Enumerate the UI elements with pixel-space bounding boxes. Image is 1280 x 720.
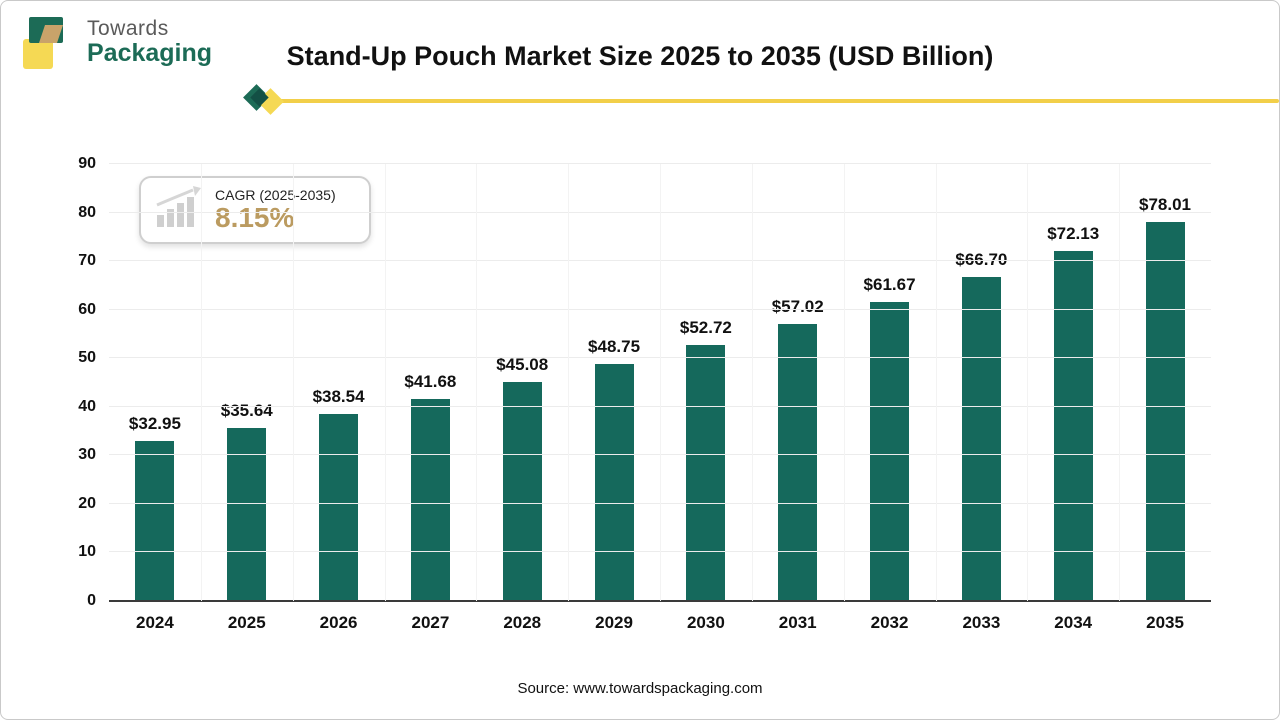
bar [319, 413, 359, 601]
bar [686, 345, 726, 601]
bar [961, 277, 1001, 601]
bar-value-label: $72.13 [1047, 223, 1100, 243]
bar-value-label: $41.68 [404, 371, 457, 391]
bar [870, 301, 910, 601]
x-axis-baseline [109, 600, 1211, 602]
bar-value-label: $61.67 [863, 274, 916, 294]
chart-title: Stand-Up Pouch Market Size 2025 to 2035 … [286, 41, 994, 71]
x-tick-label: 2026 [319, 613, 358, 632]
bar-value-label: $35.64 [220, 400, 273, 420]
x-tick-label: 2034 [1054, 613, 1093, 632]
bar-slot: $32.95 [109, 164, 201, 601]
x-tick-label: 2025 [227, 613, 266, 632]
plot-area: $32.95 $35.64 $38.54 $41.68 $45.08 $48.75 $52.… [109, 163, 1211, 602]
bar [1053, 250, 1093, 601]
bar-slot: $38.54 [293, 164, 385, 601]
bar [227, 427, 267, 601]
gridline-vertical [843, 164, 845, 601]
bar-slot: $35.64 [201, 164, 293, 601]
y-axis: 0 10 20 30 40 50 60 70 80 90 [1, 155, 96, 609]
bar-value-label: $52.72 [679, 318, 732, 338]
bar [1145, 222, 1185, 601]
gridline-vertical [292, 164, 294, 601]
cagr-label: CAGR (2025-2035) [215, 186, 336, 203]
y-tick-label: 50 [78, 349, 96, 367]
divider-diamond-icon [241, 83, 287, 119]
gridline-vertical [384, 164, 386, 601]
x-tick-label: 2028 [503, 613, 542, 632]
x-tick-label: 2027 [411, 613, 450, 632]
gridline-vertical [935, 164, 937, 601]
bar-chart: 0 10 20 30 40 50 60 70 80 90 $32.95 $35.64 $38.54 $4… [1, 141, 1279, 641]
bar-slot: $57.02 [752, 164, 844, 601]
y-tick-label: 70 [78, 252, 96, 270]
cagr-text: CAGR (2025-2035) 8.15% [215, 187, 336, 234]
gridline-vertical [568, 164, 570, 601]
bar-slot: $61.67 [844, 164, 936, 601]
bar-value-label: $38.54 [312, 386, 365, 406]
bar-value-label: $66.70 [955, 250, 1008, 270]
bar-value-label: $45.08 [496, 355, 549, 375]
divider-line [269, 99, 1279, 103]
gridline-vertical [1027, 164, 1029, 601]
cagr-badge: CAGR (2025-2035) 8.15% [139, 176, 371, 244]
bar-slot: $78.01 [1119, 164, 1211, 601]
bar-value-label: $57.02 [771, 297, 824, 317]
logo-box-icon [15, 11, 77, 73]
logo-line1: Towards [87, 16, 169, 40]
bar [502, 382, 542, 601]
gridline-vertical [1119, 164, 1121, 601]
bar-slot: $41.68 [384, 164, 476, 601]
logo-text: Towards Packaging [87, 16, 213, 67]
x-tick-label: 2024 [136, 613, 174, 632]
bar-value-label: $32.95 [128, 414, 181, 434]
x-tick-label: 2032 [870, 613, 909, 632]
y-tick-label: 40 [78, 397, 96, 415]
bar-slot: $72.13 [1027, 164, 1119, 601]
x-tick-label: 2029 [595, 613, 633, 632]
x-tick-label: 2031 [778, 613, 817, 632]
bar-slot: $66.70 [935, 164, 1027, 601]
cagr-value: 8.15% [215, 201, 295, 233]
x-tick-label: 2033 [962, 613, 1001, 632]
y-tick-label: 80 [78, 203, 96, 221]
bar-slot: $48.75 [568, 164, 660, 601]
bars-container: $32.95 $35.64 $38.54 $41.68 $45.08 $48.75 $52.… [109, 164, 1211, 601]
y-tick-label: 20 [78, 494, 96, 512]
logo-line2: Packaging [87, 38, 213, 67]
bar [594, 364, 634, 601]
bar-value-label: $48.75 [588, 337, 641, 357]
bar-slot: $52.72 [660, 164, 752, 601]
header: Towards Packaging Stand-Up Pouch Market … [1, 1, 1279, 131]
y-tick-label: 0 [87, 592, 96, 609]
growth-chart-icon [153, 185, 205, 236]
bar [410, 398, 450, 601]
gridline-vertical [751, 164, 753, 601]
x-axis: 2024 2025 2026 2027 2028 2029 2030 2031 2032 2033… [109, 613, 1211, 633]
bar-slot: $45.08 [476, 164, 568, 601]
logo: Towards Packaging [15, 11, 212, 73]
y-tick-label: 60 [78, 300, 96, 318]
bar [135, 441, 175, 601]
gridline-vertical [200, 164, 202, 601]
gridline-vertical [476, 164, 478, 601]
source-text: Source: www.towardspackaging.com [517, 680, 763, 697]
y-tick-label: 90 [78, 155, 96, 172]
x-tick-label: 2030 [686, 613, 725, 632]
bar [778, 324, 818, 601]
gridline-vertical [660, 164, 661, 601]
bar-value-label: $78.01 [1139, 195, 1192, 215]
gridline-horizontal [109, 163, 1211, 164]
y-tick-label: 10 [78, 543, 96, 561]
y-tick-label: 30 [78, 446, 96, 464]
x-tick-label: 2035 [1146, 613, 1184, 632]
